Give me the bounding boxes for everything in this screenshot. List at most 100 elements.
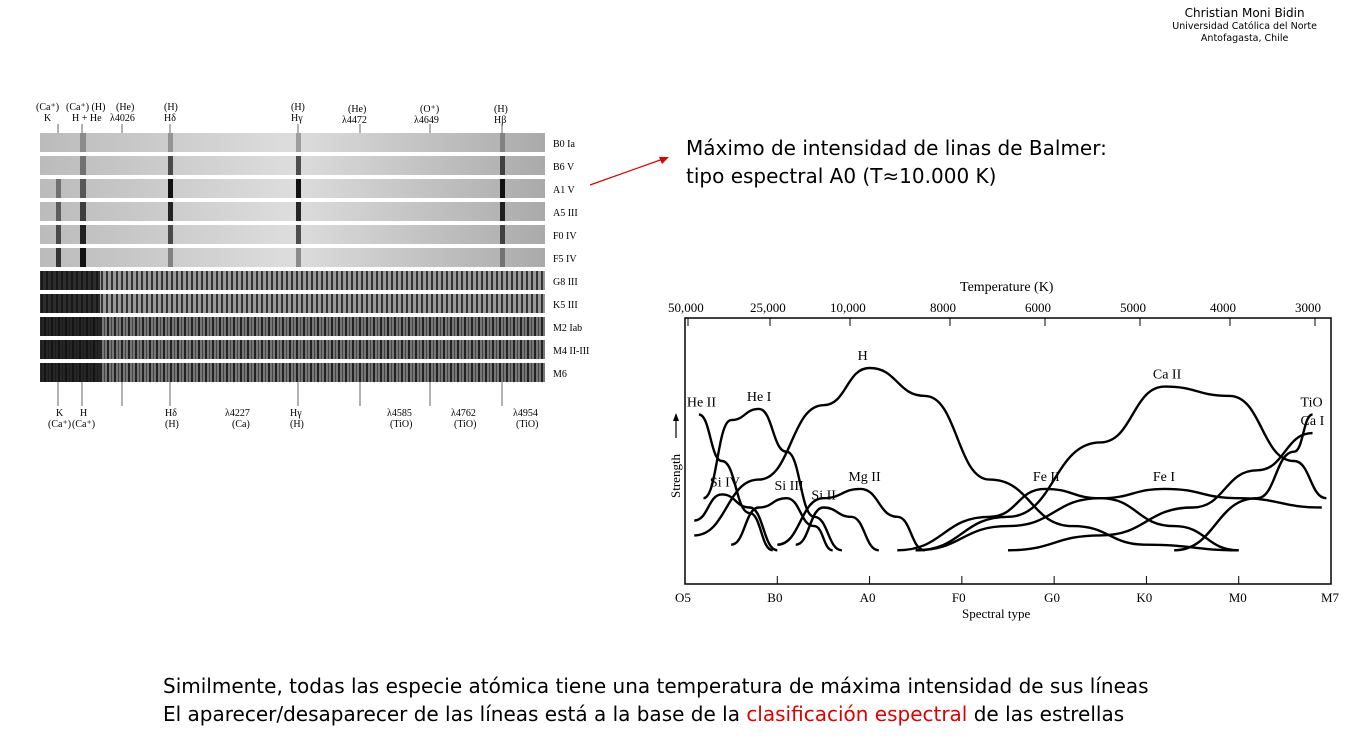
curve-label: Fe II bbox=[1033, 470, 1060, 485]
top-label-he4026: (He) bbox=[116, 102, 134, 113]
curve-fe-ii bbox=[897, 487, 1239, 552]
temperature-ticks: 50,000 25,000 10,000 8000 6000 5000 4000 3000 bbox=[668, 300, 1321, 326]
curve-label: Si IV bbox=[710, 475, 740, 490]
bottom-label-hd-2: (H) bbox=[165, 419, 179, 430]
balmer-line bbox=[296, 133, 301, 152]
x-tick-label: O5 bbox=[675, 590, 691, 605]
author-name: Christian Moni Bidin bbox=[1184, 6, 1305, 20]
spectrum-strip bbox=[40, 225, 545, 244]
top-line-labels: (Ca⁺) K (Ca⁺) (H) H + He (He) λ4026 (H) … bbox=[36, 102, 508, 126]
plot-frame bbox=[684, 317, 1332, 585]
bottom-label-hg-2: (H) bbox=[290, 419, 304, 430]
spectral-row-label: A5 III bbox=[553, 208, 578, 219]
bottom-label-tio4585: λ4585 bbox=[387, 408, 412, 419]
curve-label: TiO bbox=[1301, 396, 1323, 411]
x-tick-label: B0 bbox=[767, 590, 782, 605]
top-label-hg-2: Hγ bbox=[291, 113, 303, 124]
spectrum-strip bbox=[40, 340, 545, 359]
x-tick-label: F0 bbox=[952, 590, 966, 605]
x-tick-label: K0 bbox=[1136, 590, 1152, 605]
footer-line-2-after: de las estrellas bbox=[967, 702, 1125, 726]
curve-h bbox=[694, 366, 1239, 552]
curve-label: H bbox=[858, 349, 868, 364]
top-tick-label: 5000 bbox=[1120, 300, 1146, 315]
x-tick-label: M7 bbox=[1321, 590, 1340, 605]
spectrum-strip bbox=[40, 156, 545, 175]
callout-line-1: Máximo de intensidad de linas de Balmer: bbox=[686, 136, 1107, 160]
top-label-ca-h-2: H + He bbox=[72, 113, 102, 124]
curve-si-iv bbox=[693, 493, 778, 552]
bottom-label-tio4762-2: (TiO) bbox=[454, 419, 476, 430]
chart-title: Temperature (K) bbox=[960, 280, 1054, 295]
curve-mg-ii bbox=[777, 487, 926, 552]
balmer-line bbox=[296, 156, 301, 175]
top-label-hb-2: Hβ bbox=[494, 115, 506, 126]
curve-labels: He II He I Si IV Si III Si II Mg II H Ca II Fe I… bbox=[687, 349, 1325, 504]
ca-h-line bbox=[80, 248, 86, 267]
spectrum-strip-dark-end bbox=[40, 317, 100, 336]
footer-highlight: clasificación espectral bbox=[746, 702, 968, 726]
top-tick-label: 8000 bbox=[930, 300, 956, 315]
curve-label: Si II bbox=[811, 489, 836, 504]
bottom-label-h-2: (Ca⁺) bbox=[72, 419, 95, 430]
balmer-line bbox=[296, 179, 301, 198]
spectral-row-label: A1 V bbox=[553, 185, 576, 196]
spectral-row-label: B6 V bbox=[553, 162, 575, 173]
ca-k-line bbox=[56, 202, 61, 221]
spectrum-strip-dark-end bbox=[40, 294, 100, 313]
footer-text: Similmente, todas las especie atómica ti… bbox=[163, 672, 1149, 728]
balmer-line bbox=[168, 202, 173, 221]
curve-ca-ii bbox=[915, 385, 1327, 552]
curve-label: He I bbox=[747, 390, 772, 405]
y-axis-label: Strength bbox=[668, 453, 683, 498]
author-affiliation: Universidad Católica del Norte bbox=[1172, 21, 1317, 32]
spectrum-strip bbox=[40, 179, 545, 198]
spectral-type-ticks: O5 B0 A0 F0 G0 K0 M0 M7 bbox=[675, 576, 1340, 605]
spectral-row-label: G8 III bbox=[553, 277, 578, 288]
spectral-row-label: K5 III bbox=[553, 300, 578, 311]
spectrum-strip-dark-end bbox=[40, 363, 100, 382]
spectral-row-label: M2 Iab bbox=[553, 323, 582, 334]
spectral-row-label: M6 bbox=[553, 369, 567, 380]
spectra-strips bbox=[40, 124, 545, 406]
balmer-line bbox=[168, 179, 173, 198]
balmer-line bbox=[296, 225, 301, 244]
callout-arrow bbox=[589, 157, 669, 186]
top-label-o4649: (O⁺) bbox=[420, 104, 439, 115]
top-label-hg: (H) bbox=[291, 102, 305, 113]
bottom-label-ca4227: λ4227 bbox=[225, 408, 250, 419]
y-axis-arrowhead bbox=[673, 413, 679, 421]
spectral-row-label: B0 Ia bbox=[553, 139, 576, 150]
ca-h-line bbox=[80, 156, 86, 175]
spectrum-strip bbox=[40, 133, 545, 152]
bottom-label-tio4585-2: (TiO) bbox=[390, 419, 412, 430]
balmer-line bbox=[500, 248, 505, 267]
curve-ca-i bbox=[1007, 431, 1313, 552]
bottom-label-hd: Hδ bbox=[165, 408, 177, 419]
top-label-hd-2: Hδ bbox=[164, 113, 176, 124]
curve-label: Mg II bbox=[848, 470, 881, 485]
spectrum-strip bbox=[40, 294, 545, 313]
balmer-line bbox=[168, 248, 173, 267]
author-credit: Christian Moni Bidin Universidad Católic… bbox=[1172, 6, 1317, 45]
spectral-row-label: M4 II-III bbox=[553, 346, 589, 357]
balmer-line bbox=[500, 225, 505, 244]
top-label-he4026-2: λ4026 bbox=[110, 113, 135, 124]
spectra-figure: (Ca⁺) K (Ca⁺) (H) H + He (He) λ4026 (H) … bbox=[36, 102, 589, 430]
spectrum-strip bbox=[40, 248, 545, 267]
bottom-label-ca4227-2: (Ca) bbox=[232, 419, 250, 430]
spectrum-strip-dark-end bbox=[40, 340, 100, 359]
ca-k-line bbox=[56, 248, 61, 267]
top-tick-label: 25,000 bbox=[750, 300, 786, 315]
bottom-label-tio4762: λ4762 bbox=[451, 408, 476, 419]
curve-label: Si III bbox=[775, 479, 805, 494]
ca-h-line bbox=[80, 202, 86, 221]
footer-line-2-before: El aparecer/desaparecer de las líneas es… bbox=[163, 702, 747, 726]
top-label-he4472-2: λ4472 bbox=[342, 115, 367, 126]
x-tick-label: A0 bbox=[860, 590, 876, 605]
top-label-ca-k: (Ca⁺) bbox=[36, 102, 59, 113]
balmer-line bbox=[296, 248, 301, 267]
ca-k-line bbox=[56, 179, 61, 198]
top-tick-label: 6000 bbox=[1025, 300, 1051, 315]
ca-h-line bbox=[80, 133, 86, 152]
